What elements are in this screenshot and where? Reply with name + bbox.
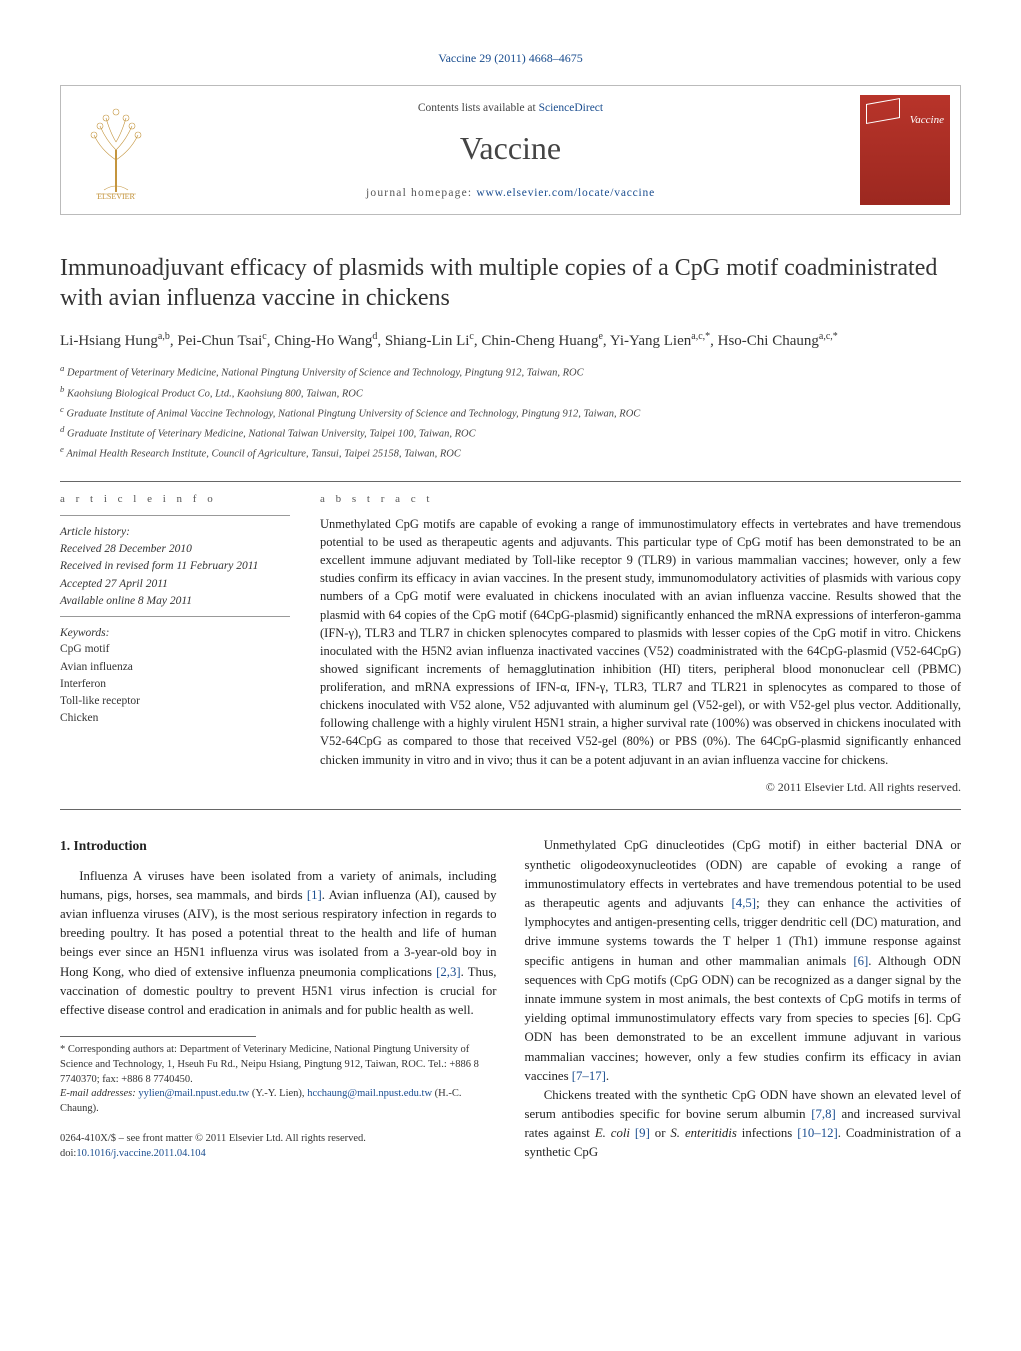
article-info-column: a r t i c l e i n f o Article history: R… <box>60 492 290 796</box>
corresponding-author-footnote: * Corresponding authors at: Department o… <box>60 1043 497 1116</box>
email-label: E-mail addresses: <box>60 1088 138 1099</box>
journal-reference: Vaccine 29 (2011) 4668–4675 <box>60 50 961 67</box>
publisher-logo-cell: ELSEVIER <box>61 86 171 214</box>
journal-header-box: ELSEVIER Contents lists available at Sci… <box>60 85 961 215</box>
affiliations-block: a Department of Veterinary Medicine, Nat… <box>60 362 961 462</box>
cite-r23[interactable]: [2,3] <box>436 965 461 979</box>
info-rule-2 <box>60 616 290 617</box>
email-who-1: (Y.-Y. Lien), <box>249 1088 307 1099</box>
keyword-3: Toll-like receptor <box>60 693 290 710</box>
journal-name: Vaccine <box>171 126 850 171</box>
sciencedirect-link[interactable]: ScienceDirect <box>539 102 604 114</box>
affiliation-b: b Kaohsiung Biological Product Co, Ltd.,… <box>60 383 961 402</box>
rule-top <box>60 481 961 482</box>
cite-r1[interactable]: [1] <box>307 888 322 902</box>
cite-r9[interactable]: [9] <box>635 1126 650 1140</box>
abstract-column: a b s t r a c t Unmethylated CpG motifs … <box>320 492 961 796</box>
cite-r7_17[interactable]: [7–17] <box>572 1069 606 1083</box>
email-link-1[interactable]: yylien@mail.npust.edu.tw <box>138 1088 249 1099</box>
cite-r45[interactable]: [4,5] <box>732 896 757 910</box>
affiliation-c: c Graduate Institute of Animal Vaccine T… <box>60 403 961 422</box>
cover-shape-icon <box>866 98 900 124</box>
corr-emails: E-mail addresses: yylien@mail.npust.edu.… <box>60 1087 497 1116</box>
history-revised: Received in revised form 11 February 201… <box>60 558 290 575</box>
cover-title-text: Vaccine <box>910 113 944 128</box>
email-link-2[interactable]: hcchaung@mail.npust.edu.tw <box>307 1088 432 1099</box>
footnote-separator <box>60 1036 256 1037</box>
journal-cover-thumb: Vaccine <box>860 95 950 205</box>
intro-para-3: Chickens treated with the synthetic CpG … <box>525 1086 962 1163</box>
journal-header-center: Contents lists available at ScienceDirec… <box>171 86 850 214</box>
rule-bottom <box>60 809 961 810</box>
journal-homepage-link[interactable]: www.elsevier.com/locate/vaccine <box>476 187 655 199</box>
homepage-prefix: journal homepage: <box>366 187 476 199</box>
journal-homepage-line: journal homepage: www.elsevier.com/locat… <box>171 185 850 201</box>
abstract-head: a b s t r a c t <box>320 492 961 507</box>
abstract-copyright: © 2011 Elsevier Ltd. All rights reserved… <box>320 779 961 796</box>
intro-para-2: Unmethylated CpG dinucleotides (CpG moti… <box>525 836 962 1085</box>
intro-para-1: Influenza A viruses have been isolated f… <box>60 867 497 1021</box>
keyword-0: CpG motif <box>60 641 290 658</box>
svg-text:ELSEVIER: ELSEVIER <box>97 192 135 200</box>
doi-line: doi:10.1016/j.vaccine.2011.04.104 <box>60 1146 497 1162</box>
abstract-text: Unmethylated CpG motifs are capable of e… <box>320 515 961 769</box>
journal-cover-cell: Vaccine <box>850 86 960 214</box>
keyword-1: Avian influenza <box>60 659 290 676</box>
contents-prefix: Contents lists available at <box>418 102 539 114</box>
cite-r10_12[interactable]: [10–12] <box>797 1126 838 1140</box>
history-accepted: Accepted 27 April 2011 <box>60 576 290 593</box>
doi-link[interactable]: 10.1016/j.vaccine.2011.04.104 <box>76 1148 205 1159</box>
elsevier-tree-logo: ELSEVIER <box>76 100 156 200</box>
cite-r6b[interactable]: [6] <box>853 954 868 968</box>
history-label: Article history: <box>60 524 290 541</box>
affiliation-d: d Graduate Institute of Veterinary Medic… <box>60 423 961 442</box>
keyword-4: Chicken <box>60 710 290 727</box>
footer-meta: 0264-410X/$ – see front matter © 2011 El… <box>60 1131 497 1163</box>
article-info-head: a r t i c l e i n f o <box>60 492 290 507</box>
journal-reference-link[interactable]: Vaccine 29 (2011) 4668–4675 <box>438 51 583 65</box>
section-1-heading: 1. Introduction <box>60 836 497 856</box>
cite-r78[interactable]: [7,8] <box>811 1107 836 1121</box>
history-received: Received 28 December 2010 <box>60 541 290 558</box>
article-title: Immunoadjuvant efficacy of plasmids with… <box>60 253 961 313</box>
body-two-column: 1. Introduction Influenza A viruses have… <box>60 836 961 1162</box>
author-list: Li-Hsiang Hunga,b, Pei-Chun Tsaic, Ching… <box>60 329 961 353</box>
article-history: Article history: Received 28 December 20… <box>60 524 290 610</box>
corr-author-text: * Corresponding authors at: Department o… <box>60 1043 497 1087</box>
issn-line: 0264-410X/$ – see front matter © 2011 El… <box>60 1131 497 1147</box>
contents-lists-line: Contents lists available at ScienceDirec… <box>171 100 850 116</box>
affiliation-e: e Animal Health Research Institute, Coun… <box>60 443 961 462</box>
info-rule-1 <box>60 515 290 516</box>
keywords-list: CpG motifAvian influenzaInterferonToll-l… <box>60 641 290 727</box>
keyword-2: Interferon <box>60 676 290 693</box>
history-online: Available online 8 May 2011 <box>60 593 290 610</box>
affiliation-a: a Department of Veterinary Medicine, Nat… <box>60 362 961 381</box>
keywords-label: Keywords: <box>60 625 290 641</box>
